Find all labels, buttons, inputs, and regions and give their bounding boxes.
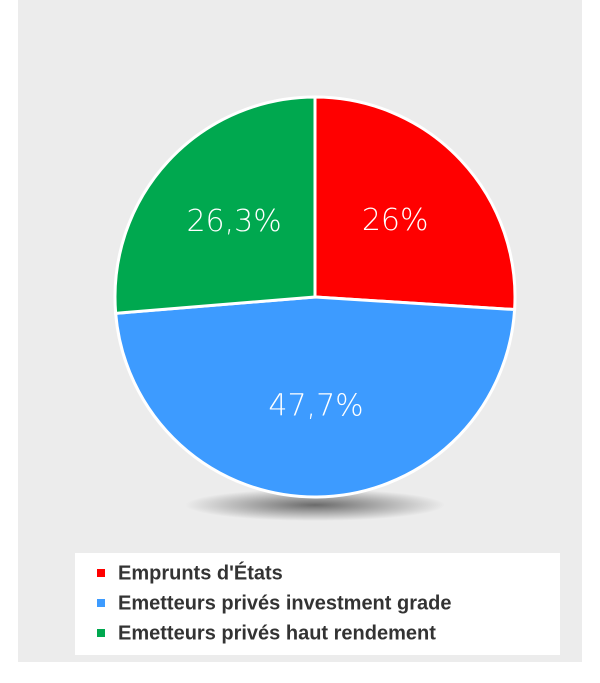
pie-shadow	[185, 489, 445, 521]
legend-swatch	[97, 629, 105, 637]
pie: 26% 47,7% 26,3%	[113, 95, 517, 499]
pie-slice	[114, 295, 517, 499]
legend-label: Emprunts d'États	[118, 561, 283, 584]
value-label: 26,3%	[186, 204, 281, 239]
value-label: 26%	[362, 203, 429, 238]
legend-swatch	[97, 599, 105, 607]
legend: Emprunts d'États Emetteurs privés investm…	[97, 561, 451, 644]
legend-swatch	[97, 569, 105, 577]
legend-box	[75, 553, 560, 655]
legend-label: Emetteurs privés haut rendement	[118, 622, 436, 644]
pie-slice	[113, 95, 317, 315]
legend-label: Emetteurs privés investment grade	[118, 592, 451, 614]
value-label: 47,7%	[268, 388, 363, 423]
pie-slice	[313, 95, 517, 312]
